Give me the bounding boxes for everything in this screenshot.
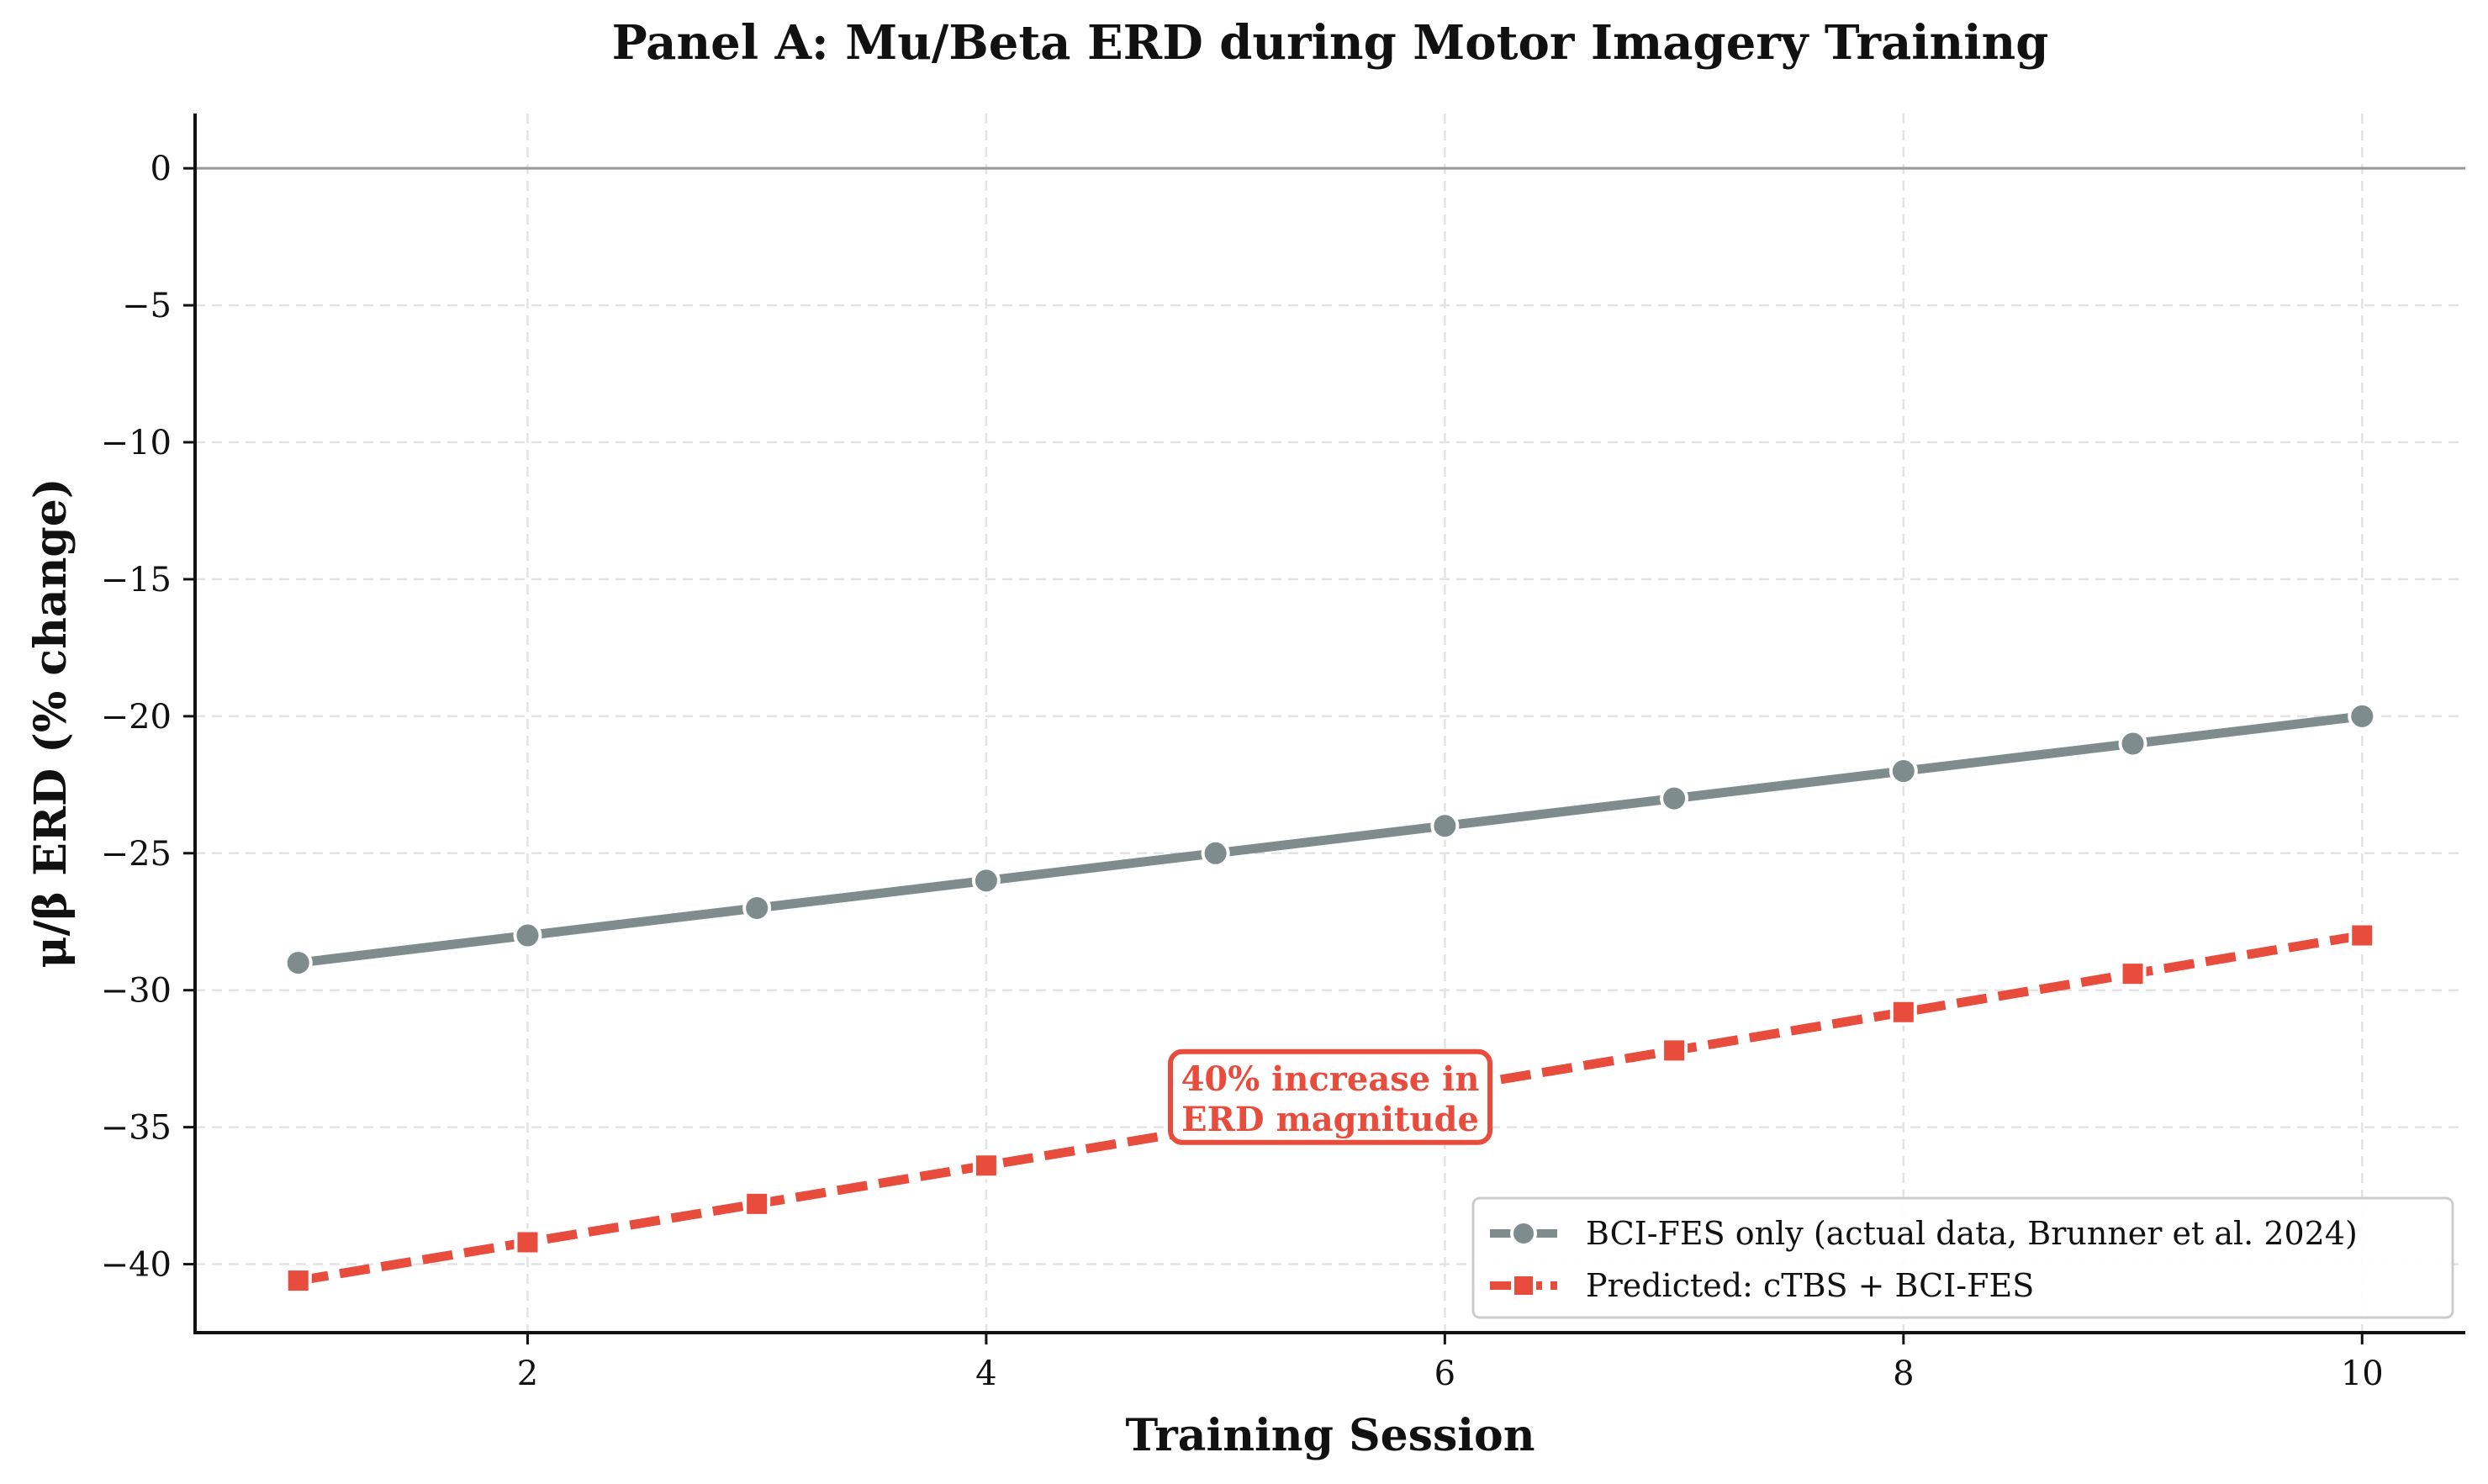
axes-spines	[193, 114, 2465, 1334]
data-point	[1660, 784, 1689, 813]
y-tick-label: −35	[101, 1109, 172, 1148]
legend-label: Predicted: cTBS + BCI-FES	[1586, 1267, 2034, 1304]
y-tick-label: −20	[101, 698, 172, 737]
data-point	[1430, 811, 1460, 841]
annotation-callout: 40% increase in ERD magnitude	[1168, 1048, 1492, 1145]
data-point	[283, 948, 313, 978]
annotation-line-2: ERD magnitude	[1181, 1100, 1479, 1139]
data-point	[2348, 701, 2377, 731]
legend-marker	[1510, 1220, 1537, 1247]
legend-frame	[1471, 1196, 2454, 1319]
legend-item-1: BCI-FES only (actual data, Brunner et al…	[1490, 1215, 2358, 1252]
data-point	[1888, 757, 1918, 786]
data-point	[2119, 960, 2147, 988]
y-tick-label: −40	[101, 1246, 172, 1285]
data-point	[514, 1228, 541, 1256]
y-tick-label: −5	[122, 287, 172, 325]
data-point	[1889, 998, 1917, 1026]
x-axis-label: Training Session	[1125, 1410, 1535, 1461]
series-1	[283, 701, 2377, 978]
data-point	[971, 866, 1001, 895]
data-point	[284, 1267, 312, 1295]
x-tick-label: 10	[2341, 1355, 2384, 1393]
y-tick-label: −25	[101, 835, 172, 874]
data-point	[513, 921, 542, 950]
data-point	[742, 893, 772, 922]
y-tick-label: 0	[151, 150, 172, 188]
series-line	[293, 711, 2367, 968]
chart-title: Panel A: Mu/Beta ERD during Motor Imager…	[612, 15, 2049, 71]
data-point	[2348, 922, 2376, 949]
x-tick-label: 2	[517, 1355, 538, 1393]
legend: BCI-FES only (actual data, Brunner et al…	[1471, 1196, 2454, 1319]
series-layer	[283, 701, 2377, 1295]
legend-marker	[1511, 1273, 1536, 1298]
data-point	[1201, 838, 1230, 868]
data-point	[2118, 729, 2147, 758]
y-tick-label: −15	[101, 561, 172, 599]
annotation-line-1: 40% increase in	[1181, 1059, 1480, 1099]
annotation-box	[1168, 1048, 1492, 1145]
x-tick-label: 8	[1893, 1355, 1914, 1393]
grid	[195, 114, 2465, 1333]
x-tick-label: 6	[1434, 1355, 1455, 1393]
y-tick-label: −30	[101, 972, 172, 1011]
ticks: 2 4 6 8 10 0 −5 −10 −15 −20 −25 −30 −35 −40	[101, 150, 2384, 1393]
x-tick-label: 4	[975, 1355, 996, 1393]
data-point	[972, 1152, 1000, 1180]
y-axis-label: μ/β ERD (% change)	[25, 478, 77, 969]
data-point	[743, 1190, 771, 1217]
legend-label: BCI-FES only (actual data, Brunner et al…	[1586, 1215, 2358, 1252]
series-line	[297, 931, 2364, 1286]
data-point	[1661, 1037, 1688, 1064]
legend-item-2: Predicted: cTBS + BCI-FES	[1490, 1267, 2034, 1304]
y-tick-label: −10	[101, 424, 172, 462]
